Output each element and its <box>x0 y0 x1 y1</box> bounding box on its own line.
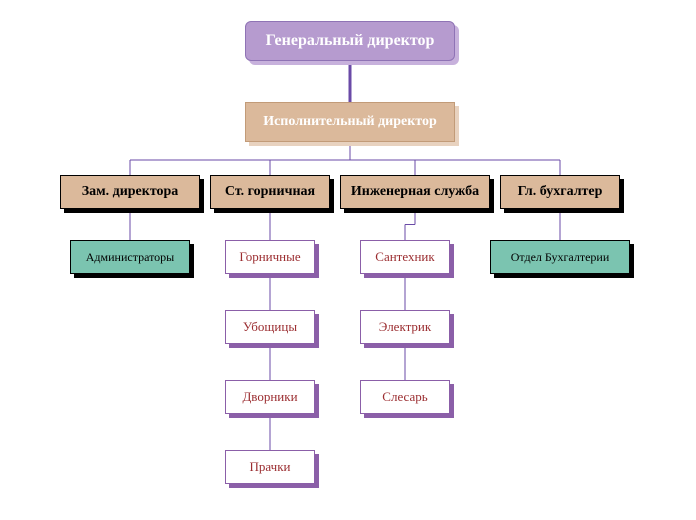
locksmith-label: Слесарь <box>382 389 427 405</box>
maids-label: Горничные <box>239 249 300 265</box>
accounting_dept-node: Отдел Бухгалтерии <box>490 240 630 274</box>
electrician-node: Электрик <box>360 310 450 344</box>
executive_director-label: Исполнительный директор <box>263 114 437 130</box>
laundresses-label: Прачки <box>250 459 291 475</box>
janitors-label: Дворники <box>242 389 297 405</box>
janitors-node: Дворники <box>225 380 315 414</box>
administrators-node: Администраторы <box>70 240 190 274</box>
electrician-label: Электрик <box>379 319 431 335</box>
deputy_director-label: Зам. директора <box>82 184 179 200</box>
plumber-label: Сантехник <box>375 249 434 265</box>
administrators-label: Администраторы <box>86 250 175 265</box>
laundresses-node: Прачки <box>225 450 315 484</box>
general_director-node: Генеральный директор <box>245 21 455 61</box>
cleaners-node: Убощицы <box>225 310 315 344</box>
chief_accountant-node: Гл. бухгалтер <box>500 175 620 209</box>
senior_maid-node: Ст. горничная <box>210 175 330 209</box>
plumber-node: Сантехник <box>360 240 450 274</box>
accounting_dept-label: Отдел Бухгалтерии <box>511 250 610 265</box>
deputy_director-node: Зам. директора <box>60 175 200 209</box>
cleaners-label: Убощицы <box>243 319 297 335</box>
general_director-label: Генеральный директор <box>266 32 435 50</box>
executive_director-node: Исполнительный директор <box>245 102 455 142</box>
senior_maid-label: Ст. горничная <box>225 184 315 200</box>
chief_accountant-label: Гл. бухгалтер <box>518 184 603 200</box>
maids-node: Горничные <box>225 240 315 274</box>
engineering-node: Инженерная служба <box>340 175 490 209</box>
locksmith-node: Слесарь <box>360 380 450 414</box>
engineering-label: Инженерная служба <box>351 184 479 200</box>
